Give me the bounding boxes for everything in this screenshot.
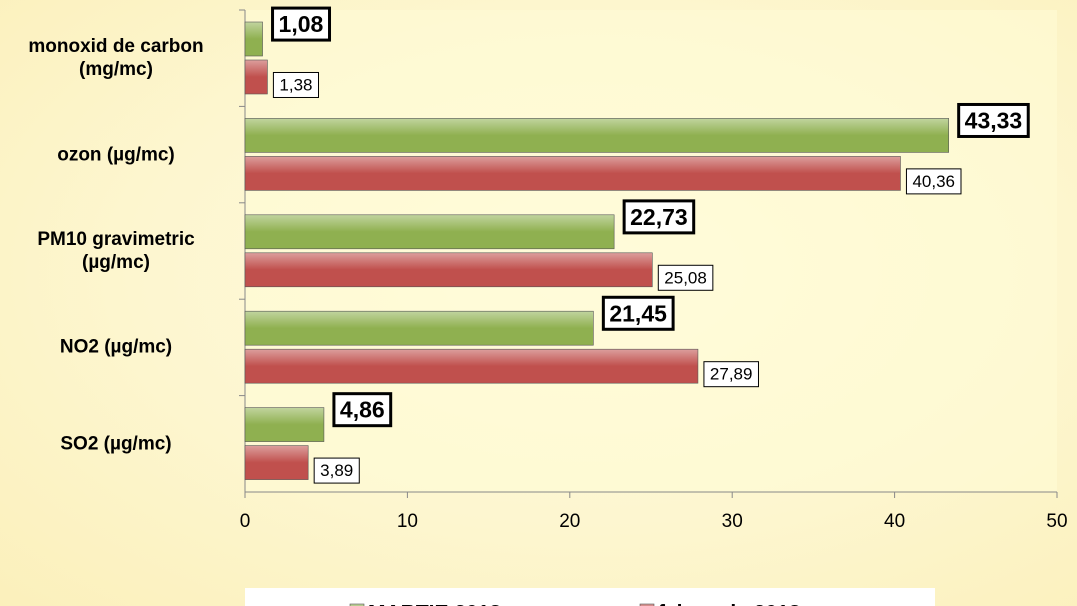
value-label: 4,86 <box>340 397 385 423</box>
bar <box>244 348 699 384</box>
legend-swatch <box>639 603 655 606</box>
value-label: 25,08 <box>664 268 707 287</box>
bar <box>244 214 615 250</box>
bar <box>244 118 949 153</box>
y-tick-label: NO2 (µg/mc) <box>59 336 173 358</box>
y-tick-label: PM10 gravimetric (µg/mc) <box>37 229 195 273</box>
value-label-box <box>272 71 320 98</box>
legend-label: februarie 2018 <box>658 602 801 606</box>
x-tick-label: 40 <box>884 511 905 532</box>
x-tick-label: 10 <box>397 511 418 532</box>
value-label-box <box>601 295 675 331</box>
value-label: 3,89 <box>320 461 353 480</box>
bar <box>244 59 268 95</box>
legend-swatch <box>349 603 365 606</box>
legend-label: MARTIE 2018 <box>368 602 501 606</box>
value-label: 27,89 <box>710 365 753 384</box>
value-label: 40,36 <box>912 172 955 191</box>
bar <box>244 310 594 346</box>
value-label: 1,38 <box>279 75 312 94</box>
value-label-box <box>332 392 393 428</box>
y-tick-label: SO2 (µg/mc) <box>60 433 172 455</box>
bar <box>244 21 263 57</box>
value-label-box <box>271 6 332 42</box>
x-tick-label: 0 <box>240 511 251 532</box>
value-label: 22,73 <box>630 204 688 230</box>
y-tick-label: monoxid de carbon (mg/mc) <box>28 36 204 81</box>
value-label-box <box>957 102 1030 138</box>
value-label-box <box>905 168 962 195</box>
x-tick-label: 20 <box>559 511 580 532</box>
value-label: 1,08 <box>279 11 324 37</box>
value-label-box <box>657 264 714 291</box>
bar <box>244 445 309 480</box>
bar <box>244 156 901 191</box>
y-tick-label: ozon (µg/mc) <box>57 144 175 166</box>
bar <box>244 407 325 442</box>
value-label: 43,33 <box>965 107 1023 133</box>
x-tick-label: 30 <box>722 511 743 532</box>
value-label-box <box>622 199 696 235</box>
x-tick-label: 50 <box>1046 511 1067 532</box>
value-label: 21,45 <box>609 300 667 326</box>
value-label-box <box>313 457 360 484</box>
bar <box>244 252 653 288</box>
value-label-box <box>703 361 759 388</box>
legend-box <box>245 588 935 606</box>
